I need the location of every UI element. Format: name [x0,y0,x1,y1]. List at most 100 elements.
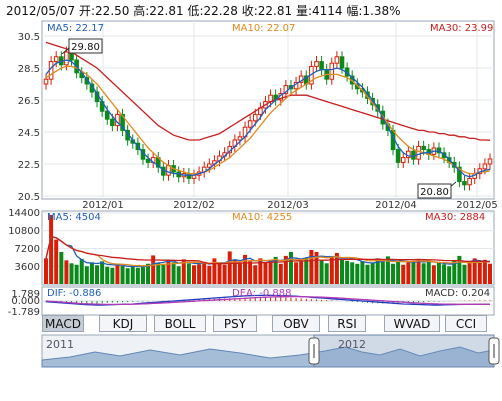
volume-bar [253,265,258,284]
volume-bar [380,260,385,284]
volume-bar [436,262,441,284]
candle-body [339,56,345,69]
macd-y-tick: -1.789 [8,307,40,318]
tab-obv[interactable]: OBV [272,315,320,332]
volume-bar [488,263,492,284]
quote-high-label: 高: [133,4,150,18]
volume-bar [288,251,293,284]
volume-bar [74,264,79,284]
tab-cci[interactable]: CCI [445,315,487,332]
volume-bar [401,264,406,284]
indicator-tab-bar: MACD KDJ BOLL PSY OBV RSI WVAD CCI [42,315,494,333]
volume-bar [258,258,263,284]
tab-psy[interactable]: PSY [213,315,257,332]
volume-bar [411,260,416,284]
volume-bar [100,261,105,284]
volume-bar [176,266,181,284]
candle-body [436,147,442,154]
price-y-tick: 30.5 [18,32,40,43]
volume-bar [421,263,426,284]
price-grid [42,21,494,199]
volume-bar [125,268,130,284]
tab-kdj[interactable]: KDJ [99,315,147,332]
price-x-tick: 2012/04 [375,200,417,211]
candle-body [329,62,335,80]
ma30-line [45,41,491,141]
volume-bar [197,264,202,284]
volume-bar [442,264,447,284]
price-ma-lines [45,41,491,178]
volume-bar [161,264,166,284]
price-ma10-legend: MA10: 22.07 [232,23,295,34]
volume-bar [355,263,360,284]
macd-dif-legend: DIF: -0.886 [47,288,101,299]
price-x-tick: 2012/02 [173,200,215,211]
candle-body [237,136,243,141]
macd-y-tick: 1.789 [11,289,40,300]
tab-macd[interactable]: MACD [42,315,84,332]
candle-body [110,118,115,127]
tab-rsi[interactable]: RSI [328,315,366,332]
volume-ma30-legend: MA30: 2884 [425,212,485,223]
volume-bar [202,261,207,284]
quote-high: 22.81 [149,4,184,18]
candle-body [416,145,421,160]
volume-bars-group [44,214,492,284]
low-marker-label: 20.80 [420,187,449,198]
volume-bar [365,264,370,284]
price-x-axis: 2012/01 2012/02 2012/03 2012/04 2012/05 [82,200,498,211]
high-marker-label: 29.80 [71,42,100,53]
volume-bar [319,259,324,284]
candle-body [43,78,49,85]
volume-bar [212,258,217,284]
volume-bar [243,254,248,284]
price-y-tick: 22.5 [18,160,40,171]
volume-bar [294,262,299,284]
volume-bar [232,260,237,284]
volume-ma10-line [45,235,491,267]
candle-body [395,149,401,163]
volume-bar [54,239,59,284]
price-x-tick: 2012/05 [456,200,498,211]
volume-bar [105,266,110,284]
volume-bar [166,259,171,284]
ma5-line [45,59,491,178]
volume-bar [268,259,273,284]
quote-volume: 4114 [311,4,343,18]
volume-bar [309,249,314,284]
quote-close: 22.81 [257,4,293,18]
candle-body [53,56,59,63]
volume-bar [140,265,145,284]
candle-body [467,177,472,186]
macd-y-axis: 1.789 0.000 -1.789 [8,289,40,318]
tab-boll[interactable]: BOLL [154,315,206,332]
volume-bar [452,260,457,284]
volume-bar [207,265,212,284]
price-ma30-legend: MA30: 23.99 [430,23,493,34]
volume-bar [120,265,125,284]
tab-wvad[interactable]: WVAD [384,315,440,332]
volume-bar [171,262,176,284]
quote-header: 2012/05/07 开:22.50 高:22.81 低:22.28 收:22.… [6,2,401,19]
volume-bar [146,263,151,284]
volume-bar [59,251,64,284]
volume-bar [396,260,401,284]
volume-bar [186,263,191,284]
volume-bar [345,260,350,284]
macd-y-tick: 0.000 [11,296,40,307]
volume-bar [79,258,84,284]
volume-bar [115,263,120,284]
volume-bar [156,262,161,284]
volume-y-axis: 14400 10800 7200 3600 [8,208,40,273]
ma10-line [45,65,491,175]
volume-bar [222,264,227,284]
navigator-selection[interactable] [313,334,495,368]
navigator-year-left: 2011 [46,338,74,351]
volume-ma30-line [45,235,491,265]
low-marker: 20.80 [417,181,457,199]
volume-bar [89,262,94,284]
volume-bar [64,260,69,284]
quote-close-label: 收: [241,4,258,18]
candle-body [247,120,253,128]
quote-change-label: 幅: [346,4,363,18]
